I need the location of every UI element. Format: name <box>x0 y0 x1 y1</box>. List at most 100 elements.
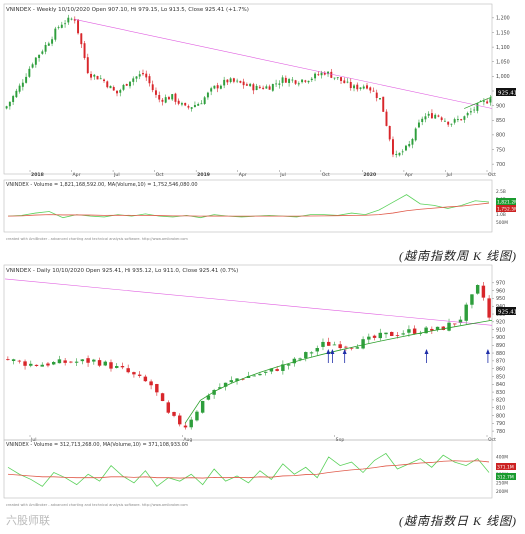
candle-down <box>437 115 440 117</box>
candle-up <box>353 85 355 89</box>
time-tick-label: Jul <box>113 172 120 178</box>
daily-price-axis: 9709609509409309209109008908808708608508… <box>492 281 505 435</box>
price-tick-label: 1,100 <box>496 45 510 51</box>
candle-up <box>395 154 398 156</box>
candle-up <box>411 139 414 145</box>
price-tick-label: 1,000 <box>496 74 510 80</box>
candle-down <box>216 85 219 89</box>
candle-up <box>25 76 28 83</box>
candle-down <box>349 82 352 89</box>
price-tick-label: 1,150 <box>496 30 510 36</box>
candle-up <box>135 76 138 79</box>
price-tick-label: 820 <box>496 398 505 404</box>
candle-up <box>443 120 446 122</box>
candle-down <box>166 402 171 413</box>
price-tick-label: 880 <box>496 351 505 357</box>
candle-up <box>119 90 122 93</box>
candle-up <box>456 119 459 121</box>
weekly-volume-frame <box>3 179 493 233</box>
candle-down <box>143 376 148 382</box>
candle-up <box>309 352 314 354</box>
candle-up <box>301 79 304 83</box>
candle-down <box>160 393 165 402</box>
candle-down <box>148 76 151 84</box>
candle-down <box>161 99 164 102</box>
candle-down <box>6 359 10 361</box>
volume-tick-label: 1.0B <box>496 212 506 218</box>
price-tick-label: 910 <box>496 327 505 333</box>
candle-up <box>203 97 206 104</box>
candle-up <box>28 68 31 77</box>
candle-down <box>481 285 486 298</box>
candle-down <box>126 368 130 373</box>
weekly-trendline <box>74 19 493 109</box>
candle-up <box>359 87 362 89</box>
candle-up <box>54 28 57 40</box>
candle-down <box>116 90 118 94</box>
candle-up <box>132 78 135 82</box>
candle-down <box>395 335 400 337</box>
candle-down <box>340 77 343 81</box>
candle-down <box>338 344 342 349</box>
candle-down <box>77 19 80 34</box>
weekly-volume-header: VNINDEX - Volume = 1,821,168,592.00, MA(… <box>6 182 198 188</box>
candle-down <box>83 43 86 58</box>
svg-text:1,752.5M: 1,752.5M <box>497 207 518 213</box>
candle-up <box>249 83 252 87</box>
candle-down <box>343 80 346 84</box>
candle-up <box>450 123 453 125</box>
candle-up <box>190 107 193 109</box>
candle-down <box>430 113 433 119</box>
weekly-chart-panel: VNINDEX - Weekly 10/10/2020 Open 907.10,… <box>0 0 525 258</box>
candle-up <box>109 85 112 89</box>
candle-up <box>60 24 63 28</box>
candle-up <box>418 333 423 334</box>
daily-last-price-label: 925.41 <box>496 307 517 316</box>
weekly-footer: created with AmiBroker - advanced charti… <box>6 237 188 241</box>
candle-down <box>239 80 242 83</box>
candle-up <box>18 85 21 92</box>
price-tick-label: 950 <box>496 296 505 302</box>
candle-up <box>44 44 47 52</box>
candle-down <box>275 369 279 371</box>
candle-up <box>74 361 79 363</box>
candle-down <box>187 106 190 108</box>
candle-up <box>281 364 285 371</box>
candle-down <box>245 84 248 86</box>
candle-up <box>307 80 310 83</box>
candle-up <box>384 332 388 335</box>
time-tick-label: Jul <box>445 172 452 178</box>
candle-up <box>482 100 485 102</box>
candle-down <box>447 121 450 125</box>
candle-up <box>379 98 381 100</box>
price-tick-label: 850 <box>496 118 505 124</box>
candle-up <box>469 111 472 113</box>
candle-up <box>200 103 203 105</box>
candle-up <box>401 151 404 153</box>
candle-up <box>57 359 62 364</box>
price-tick-label: 810 <box>496 405 505 411</box>
daily-chart-panel: VNINDEX - Daily 10/10/2020 Open 925.41, … <box>0 263 525 513</box>
candle-up <box>67 17 70 23</box>
candle-down <box>17 360 22 362</box>
candle-down <box>34 364 39 366</box>
candle-up <box>378 332 382 339</box>
time-tick-label: Jul <box>279 172 286 178</box>
candle-up <box>275 83 278 85</box>
candle-up <box>332 344 337 346</box>
candle-down <box>385 111 388 126</box>
candle-down <box>23 361 27 366</box>
candle-up <box>5 106 8 109</box>
candle-up <box>278 83 281 85</box>
candle-down <box>226 79 229 83</box>
candle-up <box>64 23 67 25</box>
time-tick-label: Oct <box>156 172 164 178</box>
candle-down <box>330 71 333 78</box>
candle-up <box>304 352 308 359</box>
candle-down <box>96 76 99 80</box>
candle-down <box>284 77 287 83</box>
candle-down <box>86 57 89 74</box>
weekly-volume-line <box>7 194 490 219</box>
daily-volume-header: VNINDEX - Volume = 312,713,268.00, MA(Vo… <box>6 442 188 448</box>
daily-price-frame <box>3 264 493 441</box>
